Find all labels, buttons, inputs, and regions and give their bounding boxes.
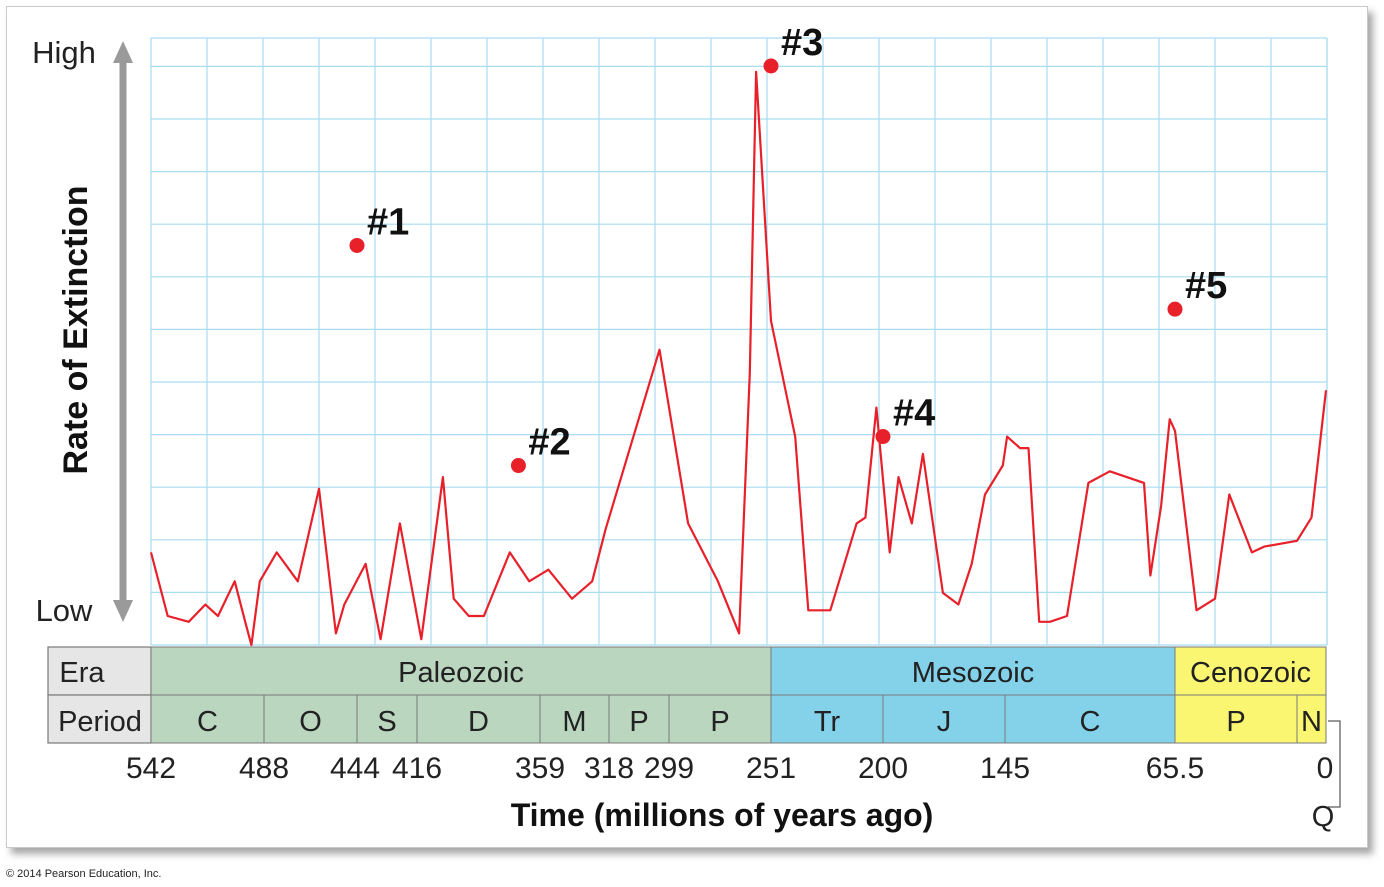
period-cell (608, 694, 670, 744)
period-cell (770, 694, 884, 744)
x-tick-label: 542 (126, 752, 176, 785)
period-label: P (629, 706, 648, 738)
period-label: Tr (814, 706, 841, 738)
peak-label: #3 (781, 22, 823, 64)
x-axis-ticks: 542 488 444 416 359 318 299 251 200 145 65.5 0 (126, 752, 1333, 785)
peak-marker (1167, 301, 1183, 317)
copyright-notice: © 2014 Pearson Education, Inc. (6, 868, 162, 880)
peak-marker (763, 58, 779, 74)
peak-marker (510, 458, 526, 474)
peak-label: #5 (1185, 265, 1227, 307)
period-label: J (937, 706, 952, 738)
x-tick-label: 0 (1317, 752, 1334, 785)
period-label: C (197, 706, 218, 738)
quaternary-label: Q (1312, 801, 1335, 833)
x-tick-label: 488 (239, 752, 289, 785)
extinction-peaks: #1 #2 #3 #4 #5 (349, 22, 1227, 474)
peak-label: #4 (893, 393, 935, 435)
y-axis-high-label: High (32, 35, 96, 70)
peak-label: #1 (367, 201, 409, 243)
period-cell (416, 694, 541, 744)
period-label: M (562, 706, 586, 738)
period-label: P (1226, 706, 1245, 738)
quaternary-bracket (1328, 720, 1341, 808)
extinction-line (149, 70, 1328, 647)
period-cell (356, 694, 418, 744)
period-header-cell (47, 694, 152, 744)
period-cell (882, 694, 1006, 744)
geologic-timeline: Era Period Paleozoic Mesozoic Cenozoic C O S D M P… (47, 646, 1341, 833)
x-tick-label: 444 (330, 752, 380, 785)
x-tick-label: 65.5 (1146, 752, 1204, 785)
x-tick-label: 299 (644, 752, 694, 785)
period-label: P (710, 706, 729, 738)
period-label: C (1080, 706, 1101, 738)
x-tick-label: 416 (392, 752, 442, 785)
x-tick-label: 200 (858, 752, 908, 785)
y-axis: High Low Rate of Extinction (32, 35, 133, 628)
x-tick-label: 145 (980, 752, 1030, 785)
period-label: S (377, 706, 396, 738)
period-cell (539, 694, 610, 744)
era-label: Cenozoic (1190, 657, 1311, 689)
x-axis-title: Time (millions of years ago) (511, 797, 934, 833)
x-tick-label: 318 (584, 752, 634, 785)
era-label: Paleozoic (398, 657, 524, 689)
peak-label: #2 (528, 422, 570, 464)
y-axis-arrow-down-head (113, 600, 133, 622)
chart-grid (150, 37, 1328, 646)
period-label: D (468, 706, 489, 738)
period-cell (1174, 694, 1298, 744)
era-cell (770, 646, 1176, 696)
period-label: N (1301, 706, 1322, 738)
peak-marker (875, 429, 891, 445)
period-cell (150, 694, 265, 744)
x-tick-label: 359 (515, 752, 565, 785)
y-axis-arrow-up-head (113, 41, 133, 63)
era-label: Mesozoic (912, 657, 1035, 689)
era-header-label: Era (59, 657, 105, 689)
y-axis-low-label: Low (36, 593, 93, 628)
period-header-label: Period (58, 706, 142, 738)
period-label: O (299, 706, 322, 738)
x-tick-label: 251 (746, 752, 796, 785)
period-cell (1296, 694, 1327, 744)
peak-marker (349, 237, 365, 253)
y-axis-title: Rate of Extinction (57, 185, 95, 474)
era-cell (1174, 646, 1327, 696)
extinction-series (149, 70, 1328, 647)
